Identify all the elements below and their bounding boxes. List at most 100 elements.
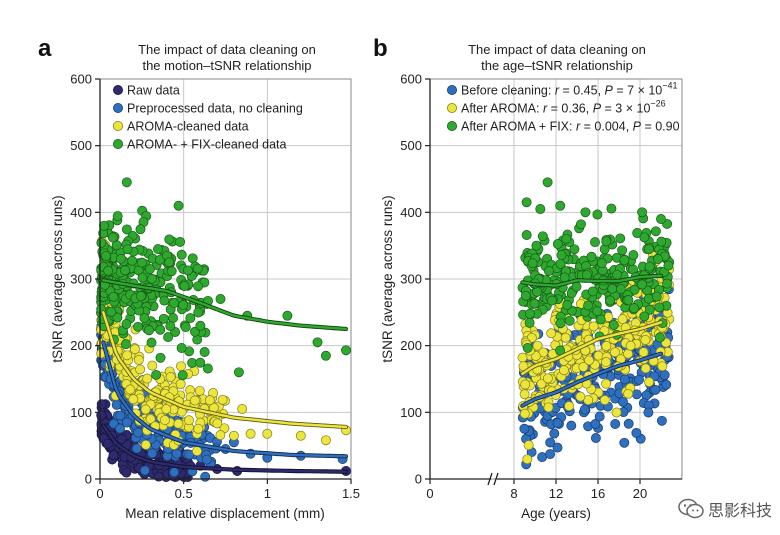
data-point (542, 177, 553, 188)
y-tick-label: 400 (70, 205, 92, 220)
data-point (643, 407, 654, 418)
panel-b-legend: Before cleaning: r = 0.45, P = 7 × 10−41… (446, 81, 680, 134)
data-point (640, 363, 651, 374)
data-point (519, 408, 530, 419)
data-point (543, 266, 554, 276)
data-point (139, 465, 150, 476)
x-tick-label: 16 (591, 486, 605, 501)
data-point (542, 373, 553, 384)
data-point (578, 362, 589, 372)
data-point (612, 269, 623, 280)
panel-a-legend: Raw data Preprocessed data, no cleaning … (113, 84, 303, 152)
data-point (320, 435, 331, 446)
data-point (650, 226, 661, 237)
y-tick-label: 600 (400, 72, 422, 87)
data-point (562, 300, 573, 310)
data-point (537, 231, 548, 242)
data-point (566, 420, 577, 431)
data-point (161, 404, 172, 415)
data-point (147, 360, 158, 371)
data-point (169, 467, 180, 478)
data-point (532, 340, 543, 351)
data-point (202, 363, 213, 374)
data-point (176, 361, 186, 372)
data-point (619, 437, 630, 448)
fit-line-0 (521, 352, 663, 407)
data-point (519, 389, 530, 400)
data-point (173, 418, 184, 429)
data-point (212, 418, 223, 429)
data-point (116, 433, 127, 444)
data-point (601, 378, 612, 389)
data-point (217, 394, 228, 405)
y-tick-label: 0 (415, 472, 422, 487)
data-point (639, 311, 650, 322)
legend-label-before-cleaning: Before cleaning: r = 0.45, P = 7 × 10−41 (461, 81, 678, 98)
panel-b-y-axis-label: tSNR (average across runs) (380, 195, 395, 362)
data-point (637, 207, 648, 218)
data-point (644, 304, 655, 315)
data-point (144, 264, 155, 275)
legend-dot-before-cleaning (446, 85, 457, 96)
data-point (179, 281, 190, 291)
data-point (628, 250, 639, 261)
data-point (629, 284, 640, 295)
panel-a-x-axis-label: Mean relative displacement (mm) (125, 506, 325, 521)
data-point (136, 257, 147, 268)
data-point (192, 446, 202, 457)
data-point (531, 240, 542, 251)
data-point (139, 313, 150, 323)
data-point (192, 263, 203, 274)
data-point (654, 332, 665, 343)
data-point (601, 357, 612, 368)
data-point (193, 281, 204, 292)
data-point (610, 347, 620, 358)
data-point (601, 236, 612, 247)
data-point (656, 214, 666, 224)
data-point (122, 244, 133, 255)
data-point (653, 254, 663, 265)
data-point (108, 291, 119, 302)
data-point (147, 273, 157, 284)
data-point (556, 250, 567, 260)
data-point (552, 239, 563, 249)
data-point (619, 255, 630, 266)
data-point (164, 257, 175, 268)
data-point (524, 308, 535, 319)
data-point (524, 317, 535, 328)
data-point (596, 258, 607, 269)
data-point (651, 291, 662, 302)
data-point (204, 395, 215, 406)
legend-dot-aroma (113, 121, 124, 132)
data-point (173, 200, 184, 211)
data-point (657, 361, 668, 372)
data-point (638, 347, 649, 358)
data-point (590, 433, 601, 443)
data-point (535, 204, 546, 214)
data-point (610, 419, 621, 429)
data-point (99, 220, 109, 231)
data-point (564, 315, 575, 326)
data-point (176, 343, 187, 353)
data-point (615, 284, 626, 295)
panel-b-letter: b (373, 35, 388, 62)
data-point (520, 290, 531, 301)
data-point (96, 237, 107, 248)
data-point (282, 310, 293, 321)
data-point (519, 423, 530, 434)
data-point (579, 404, 590, 415)
data-point (586, 251, 597, 262)
data-point (185, 313, 196, 324)
data-point (629, 303, 639, 314)
data-point (611, 407, 622, 418)
y-tick-label: 300 (70, 272, 92, 287)
fit-line-2 (521, 274, 663, 287)
data-point (180, 322, 191, 333)
data-point (575, 391, 586, 402)
data-point (133, 321, 143, 332)
data-point (183, 265, 193, 276)
panel-a: a The impact of data cleaning on the mot… (38, 35, 360, 521)
data-point (158, 313, 169, 324)
data-point (112, 312, 123, 323)
fit-line-2 (102, 311, 348, 429)
